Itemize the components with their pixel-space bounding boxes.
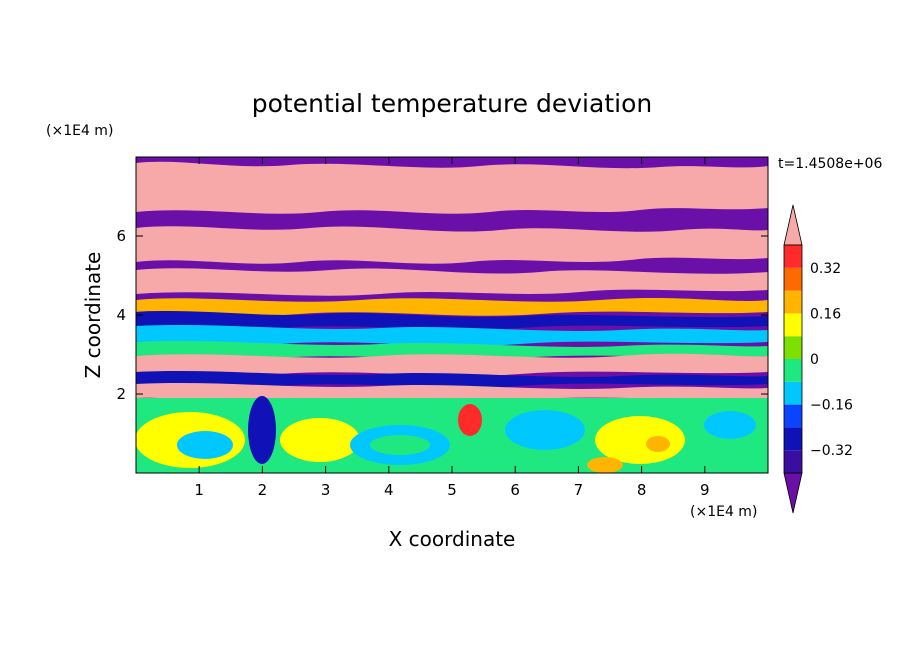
blob-cyan-4 bbox=[704, 411, 756, 439]
blob-yellow-2 bbox=[280, 418, 360, 462]
x-unit-label: (×1E4 m) bbox=[690, 504, 757, 520]
colorbar-label: 0.32 bbox=[810, 261, 841, 277]
x-tick-label: 8 bbox=[637, 481, 647, 499]
y-unit-label: (×1E4 m) bbox=[46, 123, 113, 139]
chart-title: potential temperature deviation bbox=[252, 89, 652, 118]
blob-yellow-3 bbox=[595, 416, 685, 464]
band-pink-5 bbox=[136, 383, 768, 402]
x-tick-label: 2 bbox=[258, 481, 268, 499]
x-tick-label: 7 bbox=[574, 481, 584, 499]
band-blue-low bbox=[136, 371, 768, 388]
y-tick-label: 6 bbox=[116, 227, 126, 245]
colorbar: 0.32 0.16 0 −0.16 −0.32 bbox=[783, 204, 853, 514]
blob-cyan-1 bbox=[177, 431, 233, 459]
colorbar-label: 0.16 bbox=[810, 306, 841, 322]
band-pink-3 bbox=[136, 268, 768, 296]
x-ticks: 1 2 3 4 5 6 7 8 9 bbox=[194, 157, 710, 499]
x-tick-label: 1 bbox=[194, 481, 204, 499]
blob-blue-1 bbox=[248, 396, 276, 464]
colorbar-label: −0.16 bbox=[810, 398, 853, 414]
y-ticks: 2 4 6 bbox=[116, 227, 768, 403]
colorbar-swatch bbox=[784, 313, 802, 337]
y-axis-label: Z coordinate bbox=[81, 252, 105, 379]
colorbar-extend-low bbox=[783, 472, 803, 514]
colorbar-extend-high bbox=[783, 204, 803, 246]
y-tick-label: 4 bbox=[116, 306, 126, 324]
time-label: t=1.4508e+06 bbox=[778, 156, 882, 172]
x-tick-label: 9 bbox=[700, 481, 710, 499]
blob-cyan-3 bbox=[505, 410, 585, 450]
colorbar-swatch bbox=[784, 450, 802, 473]
blob-orange-3 bbox=[646, 436, 670, 452]
band-blue-mid bbox=[136, 311, 768, 330]
colorbar-swatch bbox=[784, 267, 802, 291]
colorbar-label: −0.32 bbox=[810, 443, 853, 459]
x-tick-label: 4 bbox=[384, 481, 394, 499]
colorbar-swatch bbox=[784, 381, 802, 405]
colorbar-swatch bbox=[784, 245, 802, 268]
blob-orange-4 bbox=[587, 457, 623, 473]
colorbar-swatch bbox=[784, 359, 802, 382]
colorbar-swatch bbox=[784, 290, 802, 314]
band-pink-upper bbox=[136, 161, 768, 214]
band-orange bbox=[136, 298, 768, 316]
colorbar-label: 0 bbox=[810, 352, 819, 368]
band-pink-4 bbox=[136, 353, 768, 376]
colorbar-swatch bbox=[784, 427, 802, 451]
y-tick-label: 2 bbox=[116, 385, 126, 403]
band-pink-2 bbox=[136, 226, 768, 264]
x-axis-label: X coordinate bbox=[389, 527, 516, 551]
x-tick-label: 6 bbox=[510, 481, 520, 499]
band-green-mid bbox=[136, 341, 768, 360]
x-tick-label: 3 bbox=[321, 481, 331, 499]
colorbar-frame bbox=[783, 244, 803, 474]
colorbar-swatch bbox=[784, 404, 802, 428]
contour-field bbox=[136, 157, 768, 473]
x-tick-label: 5 bbox=[447, 481, 457, 499]
blob-green-2 bbox=[370, 435, 430, 455]
blob-red-1 bbox=[458, 404, 482, 436]
band-cyan-mid bbox=[136, 325, 768, 346]
colorbar-swatch bbox=[784, 336, 802, 359]
